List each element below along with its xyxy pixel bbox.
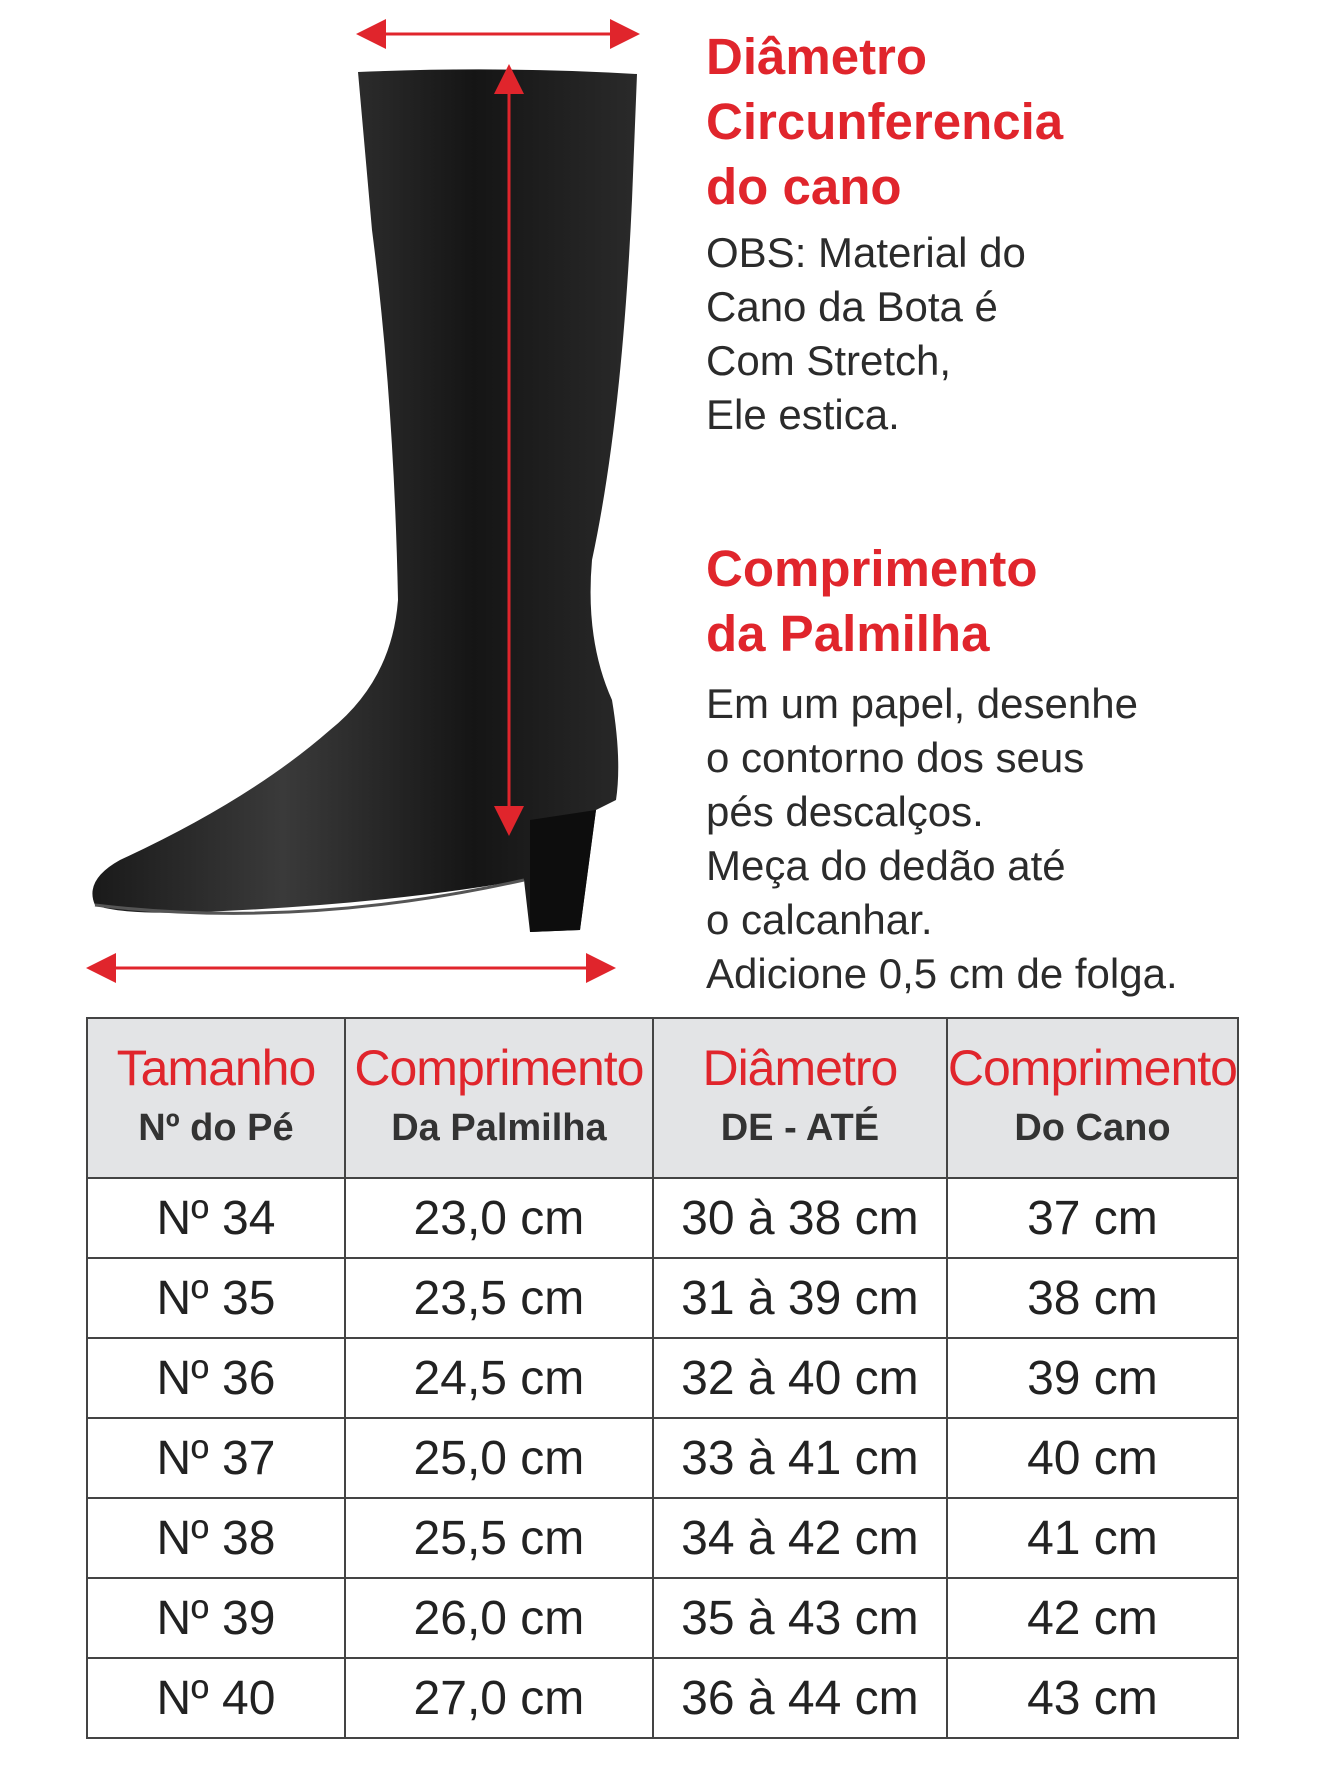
diameter-note: OBS: Material do Cano da Bota é Com Stre…	[706, 226, 1026, 442]
shaft-length-cell: 38 cm	[945, 1257, 1240, 1339]
table-row: Nº 36 24,5 cm 32 à 40 cm 39 cm	[86, 1337, 1240, 1419]
instruction-line: pés descalços.	[706, 788, 984, 835]
diameter-cell: 35 à 43 cm	[651, 1577, 948, 1659]
instruction-line: Meça do dedão até	[706, 842, 1066, 889]
shaft-length-cell: 43 cm	[945, 1657, 1240, 1739]
heading-line: Diâmetro	[706, 28, 928, 85]
heading-line: Circunferencia	[706, 93, 1064, 150]
size-cell: Nº 34	[86, 1177, 346, 1259]
insole-length-cell: 27,0 cm	[343, 1657, 654, 1739]
shaft-length-cell: 42 cm	[945, 1577, 1240, 1659]
instruction-line: o contorno dos seus	[706, 734, 1085, 781]
size-cell: Nº 36	[86, 1337, 346, 1419]
size-cell: Nº 37	[86, 1417, 346, 1499]
insole-length-cell: 23,5 cm	[343, 1257, 654, 1339]
diameter-cell: 36 à 44 cm	[651, 1657, 948, 1739]
diameter-cell: 30 à 38 cm	[651, 1177, 948, 1259]
shaft-length-cell: 37 cm	[945, 1177, 1240, 1259]
header-shaft-length: Comprimento Do Cano	[945, 1017, 1240, 1179]
instruction-line: o calcanhar.	[706, 896, 933, 943]
instruction-line: Adicione 0,5 cm de folga.	[706, 950, 1178, 997]
header-size: Tamanho Nº do Pé	[86, 1017, 346, 1179]
diameter-heading: Diâmetro Circunferencia do cano	[706, 24, 1063, 219]
shaft-length-cell: 41 cm	[945, 1497, 1240, 1579]
shaft-length-cell: 39 cm	[945, 1337, 1240, 1419]
insole-heading: Comprimento da Palmilha	[706, 536, 1038, 666]
shaft-length-cell: 40 cm	[945, 1417, 1240, 1499]
insole-length-cell: 25,0 cm	[343, 1417, 654, 1499]
table-row: Nº 40 27,0 cm 36 à 44 cm 43 cm	[86, 1657, 1240, 1739]
size-cell: Nº 38	[86, 1497, 346, 1579]
note-line: OBS: Material do	[706, 229, 1026, 276]
table-row: Nº 39 26,0 cm 35 à 43 cm 42 cm	[86, 1577, 1240, 1659]
header-diameter: Diâmetro DE - ATÉ	[651, 1017, 948, 1179]
insole-length-cell: 26,0 cm	[343, 1577, 654, 1659]
heading-line: Comprimento	[706, 540, 1038, 597]
size-cell: Nº 40	[86, 1657, 346, 1739]
insole-length-cell: 23,0 cm	[343, 1177, 654, 1259]
instruction-line: Em um papel, desenhe	[706, 680, 1138, 727]
insole-length-cell: 25,5 cm	[343, 1497, 654, 1579]
header-insole-length: Comprimento Da Palmilha	[343, 1017, 654, 1179]
table-row: Nº 38 25,5 cm 34 à 42 cm 41 cm	[86, 1497, 1240, 1579]
table-row: Nº 35 23,5 cm 31 à 39 cm 38 cm	[86, 1257, 1240, 1339]
boot-illustration	[86, 19, 640, 983]
note-line: Com Stretch,	[706, 337, 952, 384]
size-table: Tamanho Nº do Pé Comprimento Da Palmilha D…	[86, 1017, 1240, 1739]
boot-shape	[92, 69, 637, 932]
table-header-row: Tamanho Nº do Pé Comprimento Da Palmilha D…	[86, 1017, 1240, 1179]
heading-line: do cano	[706, 158, 902, 215]
diameter-cell: 34 à 42 cm	[651, 1497, 948, 1579]
note-line: Cano da Bota é	[706, 283, 998, 330]
diameter-cell: 31 à 39 cm	[651, 1257, 948, 1339]
insole-length-cell: 24,5 cm	[343, 1337, 654, 1419]
insole-instructions: Em um papel, desenhe o contorno dos seus…	[706, 677, 1178, 1001]
table-row: Nº 37 25,0 cm 33 à 41 cm 40 cm	[86, 1417, 1240, 1499]
size-cell: Nº 39	[86, 1577, 346, 1659]
size-cell: Nº 35	[86, 1257, 346, 1339]
diameter-cell: 32 à 40 cm	[651, 1337, 948, 1419]
diameter-cell: 33 à 41 cm	[651, 1417, 948, 1499]
table-row: Nº 34 23,0 cm 30 à 38 cm 37 cm	[86, 1177, 1240, 1259]
note-line: Ele estica.	[706, 391, 900, 438]
heading-line: da Palmilha	[706, 605, 990, 662]
